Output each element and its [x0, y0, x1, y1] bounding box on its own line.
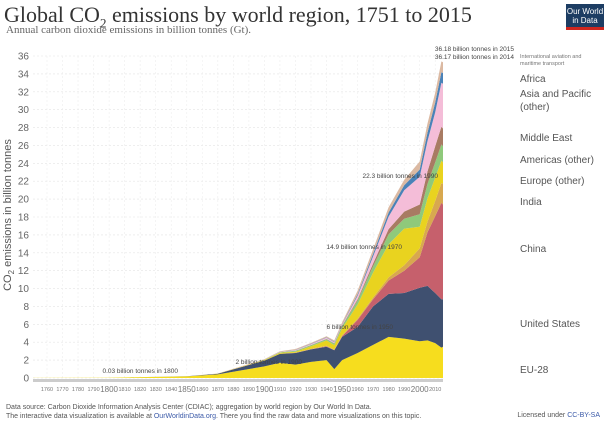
x-tick-label: 1860: [196, 387, 208, 393]
license-note: Licensed under CC-BY-SA: [517, 412, 600, 419]
x-axis-line: [33, 379, 443, 382]
data-source-note: Data source: Carbon Dioxide Information …: [6, 404, 372, 411]
y-tick-label: 20: [18, 195, 30, 206]
x-tick-label: 2010: [429, 387, 441, 393]
y-tick-label: 6: [23, 320, 29, 331]
series-label: United States: [520, 319, 580, 330]
series-label: EU-28: [520, 365, 549, 376]
y-axis-label: CO2 emissions in billion tonnes: [2, 139, 16, 291]
x-tick-label: 1890: [243, 387, 255, 393]
series-label: International aviation and maritime trans…: [520, 54, 581, 67]
x-tick-label: 1770: [56, 387, 68, 393]
annotation-label: 14.9 billion tonnes in 1970: [326, 244, 402, 251]
y-tick-label: 14: [18, 248, 30, 259]
license-link[interactable]: CC-BY-SA: [567, 412, 600, 419]
x-tick-label: 1950: [333, 385, 351, 394]
x-tick-label: 1980: [383, 387, 395, 393]
y-tick-label: 22: [18, 177, 30, 188]
x-tick-label: 1990: [398, 387, 410, 393]
annotation-label: 22.3 billion tonnes in 1990: [362, 173, 438, 180]
owid-logo[interactable]: Our World in Data: [566, 4, 604, 30]
x-tick-label: 1810: [119, 387, 131, 393]
x-tick-label: 1970: [367, 387, 379, 393]
y-tick-label: 4: [23, 338, 29, 349]
chart-subtitle: Annual carbon dioxide emissions in billi…: [6, 24, 252, 36]
x-tick-label: 1780: [72, 387, 84, 393]
y-tick-label: 24: [18, 159, 30, 170]
y-tick-label: 26: [18, 141, 30, 152]
annotation-label: 6 billion tonnes in 1950: [327, 324, 394, 331]
y-tick-label: 16: [18, 230, 30, 241]
owid-link[interactable]: OurWorldinData.org: [153, 413, 216, 420]
y-tick-label: 32: [18, 87, 30, 98]
series-label: Africa: [520, 74, 546, 85]
series-label: India: [520, 197, 542, 208]
y-tick-label: 34: [18, 69, 30, 80]
x-tick-label: 1880: [227, 387, 239, 393]
series-label: Europe (other): [520, 176, 584, 187]
x-tick-label: 1820: [134, 387, 146, 393]
x-tick-label: 1960: [351, 387, 363, 393]
area-eu-28: [33, 336, 443, 378]
y-tick-label: 18: [18, 213, 30, 224]
x-tick-label: 1830: [150, 387, 162, 393]
area-united-states: [33, 285, 443, 378]
x-tick-label: 1850: [178, 385, 196, 394]
x-tick-label: 1930: [305, 387, 317, 393]
y-tick-label: 28: [18, 123, 30, 134]
y-tick-label: 36: [18, 52, 30, 63]
y-tick-label: 10: [18, 284, 30, 295]
series-label: Americas (other): [520, 155, 594, 166]
x-tick-label: 1840: [165, 387, 177, 393]
y-tick-label: 12: [18, 266, 30, 277]
annotation-label: 2 billion tonnes in 1900: [236, 359, 303, 366]
x-tick-label: 1800: [100, 385, 118, 394]
y-tick-label: 30: [18, 105, 30, 116]
series-label: Asia and Pacific (other): [520, 89, 591, 113]
x-tick-label: 1790: [87, 387, 99, 393]
x-tick-label: 2000: [411, 385, 429, 394]
y-tick-label: 0: [23, 374, 29, 385]
annotation-label: 36.18 billion tonnes in 2015: [435, 46, 515, 53]
annotation-label: 0.03 billion tonnes in 1800: [102, 368, 178, 375]
x-tick-label: 1870: [212, 387, 224, 393]
series-label: China: [520, 244, 547, 255]
x-tick-label: 1910: [274, 387, 286, 393]
chart-title: Global CO2 emissions by world region, 17…: [4, 2, 472, 31]
y-tick-label: 8: [23, 302, 29, 313]
y-tick-label: 2: [23, 356, 29, 367]
x-tick-label: 1760: [41, 387, 53, 393]
x-tick-label: 1900: [256, 385, 274, 394]
interactive-note: The interactive data visualization is av…: [6, 413, 422, 420]
x-tick-label: 1920: [289, 387, 301, 393]
x-tick-label: 1940: [320, 387, 332, 393]
annotation-label: 36.17 billion tonnes in 2014: [435, 54, 515, 61]
series-label: Middle East: [520, 133, 572, 144]
